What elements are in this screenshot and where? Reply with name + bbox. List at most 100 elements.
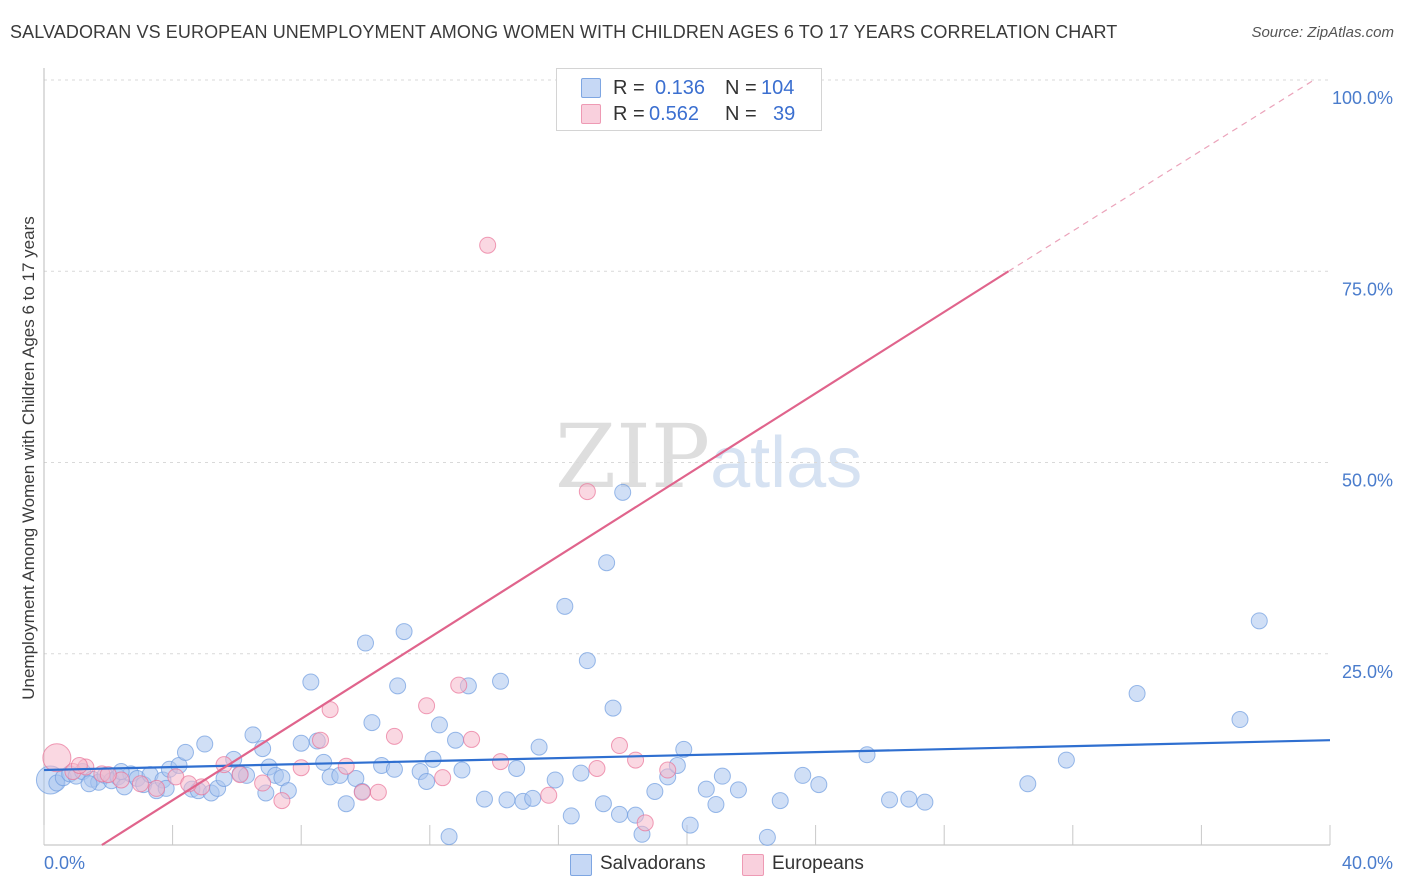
- salvadoran-point: [424, 750, 442, 768]
- salvadoran-point: [858, 746, 876, 764]
- salvadoran-point: [758, 828, 776, 846]
- salvadoran-point: [389, 677, 407, 695]
- salvadoran-point: [697, 780, 715, 798]
- european-point: [337, 757, 355, 775]
- european-point: [610, 737, 628, 755]
- salvadoran-point: [80, 775, 98, 793]
- legend-n-value: 104: [761, 77, 795, 99]
- salvadoran-point: [530, 738, 548, 756]
- salvadoran-point: [337, 795, 355, 813]
- salvadoran-point: [447, 731, 465, 749]
- european-point: [492, 753, 510, 771]
- legend-r-label: R =: [613, 103, 645, 125]
- legend-r-value: 0.562: [649, 103, 700, 125]
- legend-swatch-europeans: [581, 104, 601, 124]
- salvadoran-point: [244, 726, 262, 744]
- salvadoran-point: [794, 766, 812, 784]
- salvadoran-point: [916, 793, 934, 811]
- legend-n-value: 39: [773, 103, 796, 125]
- salvadoran-point: [1250, 612, 1268, 630]
- salvadoran-point: [713, 767, 731, 785]
- salvadoran-point: [302, 673, 320, 691]
- salvadoran-point: [810, 776, 828, 794]
- salvadoran-point: [292, 734, 310, 752]
- series-swatch-salvadorans: [570, 854, 592, 876]
- european-point: [254, 774, 272, 792]
- salvadoran-point: [475, 790, 493, 808]
- salvadoran-point: [363, 714, 381, 732]
- salvadoran-point: [771, 792, 789, 810]
- european-point: [385, 727, 403, 745]
- salvadoran-point: [598, 554, 616, 572]
- salvadoran-point: [430, 716, 448, 734]
- salvadoran-point: [357, 634, 374, 652]
- european-point: [292, 759, 310, 777]
- european-point: [434, 769, 452, 787]
- salvadoran-point: [1057, 751, 1075, 769]
- european-point: [353, 783, 371, 801]
- european-point: [273, 792, 291, 810]
- european-point: [540, 786, 558, 804]
- y-axis-label: Unemployment Among Women with Children A…: [19, 216, 38, 700]
- series-label-europeans: Europeans: [772, 853, 864, 874]
- series-label-salvadorans: Salvadorans: [600, 853, 706, 874]
- salvadoran-point: [881, 791, 899, 809]
- axes: [43, 68, 1331, 846]
- salvadoran-point: [729, 781, 747, 799]
- european-point: [418, 697, 436, 715]
- data-points: [35, 73, 1268, 846]
- salvadoran-point: [681, 816, 699, 834]
- salvadoran-point: [385, 760, 403, 778]
- european-point: [578, 483, 596, 501]
- correlation-legend: R = 0.136 N = 104 R = 0.562 N = 39: [556, 68, 822, 131]
- salvadoran-trend-line: [43, 739, 1331, 772]
- y-tick-label: 50.0%: [1342, 471, 1393, 491]
- salvadoran-point: [453, 761, 471, 779]
- european-point: [311, 731, 329, 749]
- legend-n-label: N =: [725, 103, 757, 125]
- european-point: [627, 751, 645, 769]
- legend-r-value: 0.136: [655, 77, 706, 99]
- european-point: [42, 743, 72, 773]
- salvadoran-point: [614, 483, 632, 501]
- european-point: [636, 814, 654, 832]
- salvadoran-point: [418, 773, 436, 791]
- european-trend-line: [101, 270, 1010, 846]
- european-point: [369, 783, 387, 801]
- european-point: [131, 775, 149, 793]
- european-trend-extension: [1008, 79, 1315, 272]
- salvadoran-point: [1019, 775, 1037, 793]
- european-point: [463, 730, 481, 748]
- legend-n-label: N =: [725, 77, 757, 99]
- salvadoran-point: [196, 735, 214, 753]
- tick-labels: 25.0% 50.0% 75.0% 100.0% 0.0% 40.0% Unemployme…: [19, 88, 1393, 873]
- european-point: [231, 766, 249, 784]
- salvadoran-point: [440, 828, 458, 846]
- salvadoran-point: [395, 623, 413, 641]
- salvadoran-point: [492, 672, 510, 690]
- y-tick-label: 25.0%: [1342, 662, 1393, 682]
- salvadoran-point: [604, 699, 622, 717]
- european-point: [479, 236, 497, 254]
- european-point: [588, 760, 606, 777]
- salvadoran-point: [562, 807, 580, 825]
- series-swatch-europeans: [742, 854, 764, 876]
- salvadoran-point: [578, 652, 596, 670]
- legend-swatch-salvadorans: [581, 78, 601, 98]
- european-point: [659, 761, 677, 779]
- european-point: [148, 779, 166, 797]
- salvadoran-point: [1231, 711, 1249, 729]
- y-tick-label: 100.0%: [1332, 88, 1393, 108]
- salvadoran-point: [594, 795, 612, 813]
- grid: [44, 79, 1330, 655]
- salvadoran-point: [176, 743, 194, 761]
- salvadoran-point: [707, 795, 725, 813]
- salvadoran-point: [675, 740, 693, 758]
- european-point: [70, 756, 88, 774]
- european-point: [450, 676, 468, 694]
- chart-title: SALVADORAN VS EUROPEAN UNEMPLOYMENT AMON…: [10, 22, 1118, 42]
- european-point: [99, 766, 117, 784]
- salvadoran-point: [508, 760, 526, 777]
- salvadoran-point: [572, 764, 590, 782]
